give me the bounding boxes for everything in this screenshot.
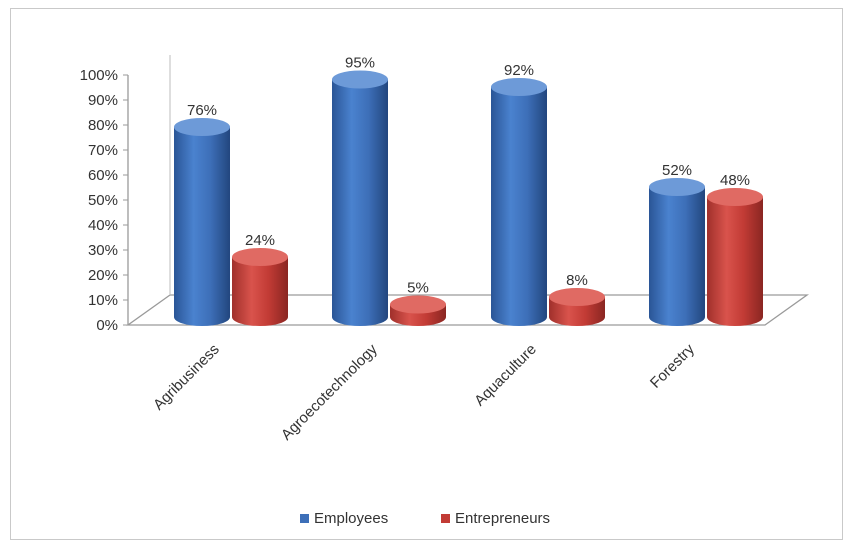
bar-top (174, 118, 230, 136)
y-tick-label: 50% (88, 192, 118, 209)
y-tick-label: 60% (88, 167, 118, 184)
x-category-label: Agroecotechnology (278, 340, 381, 443)
bar-body (649, 187, 705, 326)
data-label: 95% (345, 55, 375, 72)
legend-swatch (300, 514, 309, 523)
bar-body (232, 257, 288, 326)
x-category-label: Aquaculture (471, 341, 540, 410)
bar-top (549, 288, 605, 306)
data-label: 5% (407, 280, 429, 297)
legend-label: Entrepreneurs (455, 510, 550, 527)
y-axis: 0% 10% 20% 30% 40% 50% 60% 70% 80% 90% 100% (80, 67, 129, 334)
bars-group (174, 70, 763, 326)
legend-label: Employees (314, 510, 388, 527)
bar-body (707, 197, 763, 326)
bar-employees-forestry (649, 178, 705, 326)
bar-entrepreneurs-forestry (707, 188, 763, 326)
bar-top (707, 188, 763, 206)
bar-entrepreneurs-agribusiness (232, 248, 288, 326)
y-tick-label: 70% (88, 142, 118, 159)
y-tick-label: 30% (88, 242, 118, 259)
data-label: 48% (720, 172, 750, 189)
legend-swatch (441, 514, 450, 523)
floor-plane (125, 294, 810, 326)
chart-floor (125, 55, 810, 326)
bar-body (491, 87, 547, 326)
bar-entrepreneurs-agroecotechnology (390, 295, 446, 326)
y-tick-label: 10% (88, 292, 118, 309)
data-label: 24% (245, 232, 275, 249)
legend: Employees Entrepreneurs (300, 510, 550, 527)
data-labels: 76% 95% 92% 52% 24% 5% 8% 48% (187, 55, 750, 297)
bar-top (332, 70, 388, 89)
y-tick-label: 0% (96, 317, 118, 334)
bar-body (174, 127, 230, 326)
bar-employees-agroecotechnology (332, 70, 388, 326)
bar-top (649, 178, 705, 196)
data-label: 92% (504, 62, 534, 79)
data-label: 52% (662, 162, 692, 179)
y-tick-label: 40% (88, 217, 118, 234)
data-label: 8% (566, 272, 588, 289)
y-tick-label: 80% (88, 117, 118, 134)
x-category-label: Agribusiness (150, 341, 223, 414)
data-label: 76% (187, 102, 217, 119)
y-tick-label: 20% (88, 267, 118, 284)
bar-body (332, 79, 388, 326)
bar-employees-agribusiness (174, 118, 230, 326)
bar-entrepreneurs-aquaculture (549, 288, 605, 326)
bar-top (232, 248, 288, 266)
bar-top (491, 78, 547, 96)
bar-top (390, 295, 446, 314)
y-tick-label: 90% (88, 92, 118, 109)
y-tick-label: 100% (80, 67, 118, 84)
x-category-label: Forestry (647, 340, 698, 391)
bar-employees-aquaculture (491, 78, 547, 326)
x-axis-categories: Agribusiness Agroecotechnology Aquaculture… (150, 340, 698, 443)
